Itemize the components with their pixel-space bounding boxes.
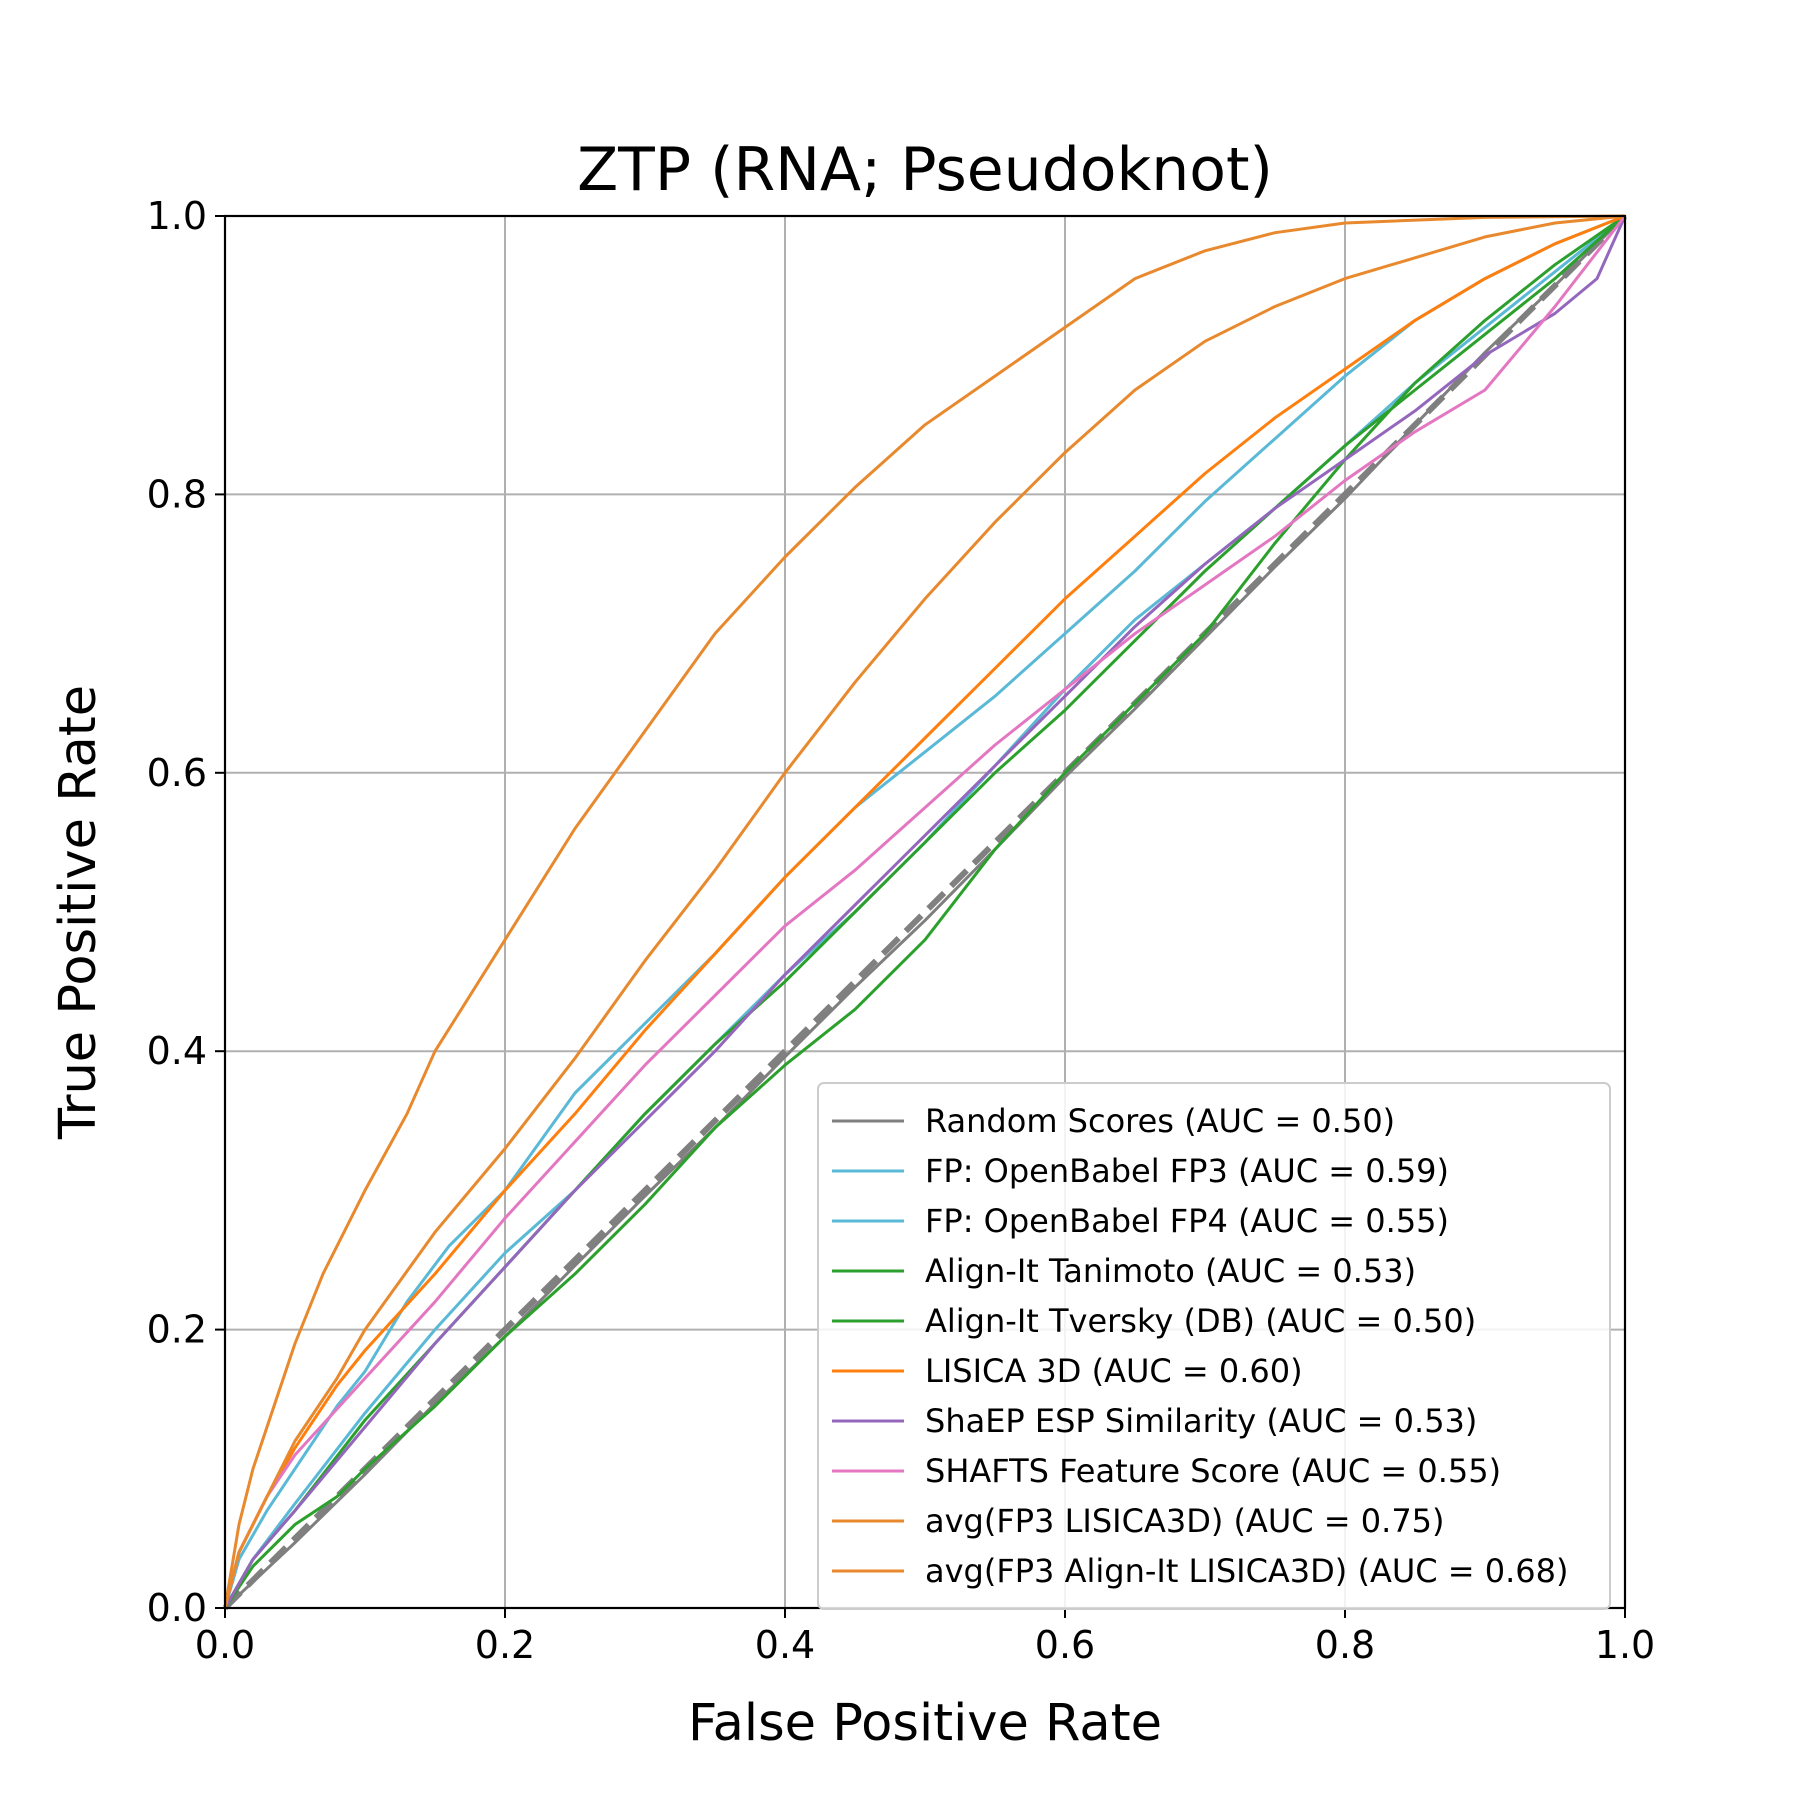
x-axis-label: False Positive Rate (688, 1694, 1162, 1753)
legend: Random Scores (AUC = 0.50) FP: OpenBabel … (817, 1082, 1611, 1610)
legend-label: Random Scores (AUC = 0.50) (925, 1102, 1395, 1140)
series-line-9 (223, 214, 1626, 1609)
legend-label: Align-It Tanimoto (AUC = 0.53) (925, 1252, 1416, 1290)
series-line-3 (223, 214, 1626, 1609)
legend-label: LISICA 3D (AUC = 0.60) (925, 1352, 1303, 1390)
y-tick-label: 0.4 (147, 1029, 207, 1073)
legend-box (817, 1082, 1611, 1610)
y-tick-label: 1.0 (147, 194, 207, 238)
y-tick-label: 0.8 (147, 472, 207, 516)
legend-label: avg(FP3 LISICA3D) (AUC = 0.75) (925, 1502, 1445, 1540)
series-line-4 (223, 214, 1626, 1609)
x-tick-label: 0.8 (1315, 1623, 1375, 1667)
legend-label: ShaEP ESP Similarity (AUC = 0.53) (925, 1402, 1477, 1440)
y-axis-label: True Positive Rate (49, 685, 108, 1140)
x-tick-label: 0.2 (475, 1623, 535, 1667)
series-line-6 (223, 215, 1627, 1609)
series-lines (223, 214, 1627, 1610)
x-tick-label: 0.0 (195, 1623, 255, 1667)
series-line-5 (223, 214, 1626, 1609)
series-line-8 (223, 214, 1626, 1609)
legend-label: avg(FP3 Align-It LISICA3D) (AUC = 0.68) (925, 1552, 1568, 1590)
x-tick-label: 1.0 (1595, 1623, 1655, 1667)
legend-label: FP: OpenBabel FP3 (AUC = 0.59) (925, 1152, 1449, 1190)
series-line-7 (223, 215, 1627, 1609)
x-tick-label: 0.6 (1035, 1623, 1095, 1667)
chart-title: ZTP (RNA; Pseudoknot) (577, 135, 1273, 205)
y-tick-label: 0.2 (147, 1308, 207, 1352)
x-tick-label: 0.4 (755, 1623, 815, 1667)
axis-ticks: 0.0 0.2 0.4 0.6 0.8 1.0 0.0 0.2 0.4 0.6 0.8 1.0 (147, 194, 1656, 1667)
legend-label: SHAFTS Feature Score (AUC = 0.55) (925, 1452, 1501, 1490)
legend-label: Align-It Tversky (DB) (AUC = 0.50) (925, 1302, 1476, 1340)
y-tick-label: 0.0 (147, 1586, 207, 1630)
legend-label: FP: OpenBabel FP4 (AUC = 0.55) (925, 1202, 1449, 1240)
y-tick-label: 0.6 (147, 751, 207, 795)
grid-lines (224, 215, 1626, 1609)
